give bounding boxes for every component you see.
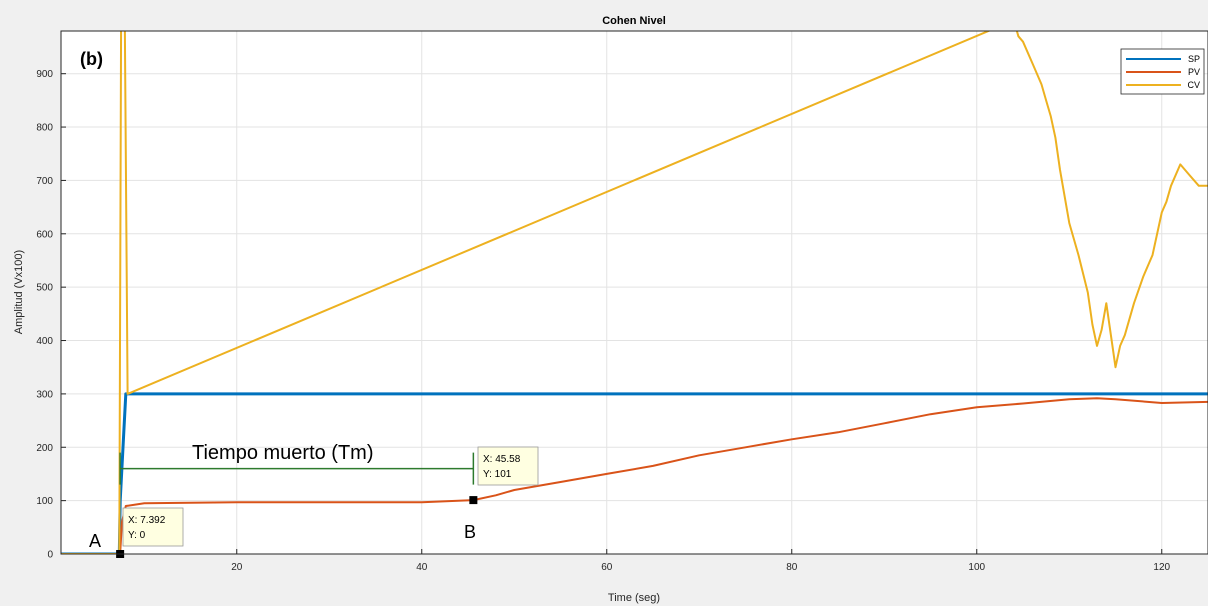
y-tick-label: 100 xyxy=(36,496,53,507)
legend-label-pv: PV xyxy=(1188,67,1200,77)
plot-frame xyxy=(60,30,1208,555)
datatip-a-y: Y: 0 xyxy=(128,530,146,541)
x-tick-label: 100 xyxy=(968,562,985,573)
x-tick-label: 40 xyxy=(416,562,428,573)
y-tick-label: 700 xyxy=(36,176,53,187)
y-tick-label: 400 xyxy=(36,336,53,347)
legend-label-cv: CV xyxy=(1187,80,1200,90)
series-line-cv xyxy=(61,31,1208,554)
x-tick-label: 20 xyxy=(231,562,243,573)
x-axis: 20 40 60 80 100 120 xyxy=(231,549,1171,573)
panel-label: (b) xyxy=(80,49,103,69)
x-tick-label: 80 xyxy=(786,562,798,573)
point-label-a: A xyxy=(89,531,101,551)
y-tick-label: 800 xyxy=(36,123,53,134)
chart-title: Cohen Nivel xyxy=(602,15,666,27)
series-lines xyxy=(61,31,1208,554)
y-tick-label: 200 xyxy=(36,443,53,454)
y-tick-label: 900 xyxy=(36,69,53,80)
datatip-b-x: X: 45.58 xyxy=(483,454,521,465)
y-tick-label: 500 xyxy=(36,283,53,294)
series-line-pv xyxy=(61,397,1208,554)
datatip-b[interactable] xyxy=(477,446,539,486)
x-tick-label: 120 xyxy=(1153,562,1170,573)
y-tick-label: 0 xyxy=(47,550,53,561)
data-point-b xyxy=(469,496,478,505)
annotations: (b) Tiempo muerto (Tm) A X: 7.392 Y: 0 B X: 45… xyxy=(80,49,539,558)
y-tick-label: 300 xyxy=(36,389,53,400)
legend: SP PV CV xyxy=(1120,48,1205,95)
plot-area xyxy=(61,31,1208,554)
legend-label-sp: SP xyxy=(1188,54,1200,64)
y-tick-label: 600 xyxy=(36,229,53,240)
y-axis: 0 100 200 300 400 500 600 700 800 900 xyxy=(36,69,66,561)
x-tick-label: 60 xyxy=(601,562,613,573)
datatip-a[interactable] xyxy=(122,507,184,547)
datatip-b-y: Y: 101 xyxy=(483,469,512,480)
y-axis-label: Amplitud (Vx100) xyxy=(13,250,25,334)
point-label-b: B xyxy=(464,522,476,542)
dead-time-label: Tiempo muerto (Tm) xyxy=(192,442,374,464)
datatip-a-x: X: 7.392 xyxy=(128,515,166,526)
x-axis-label: Time (seg) xyxy=(608,592,660,604)
